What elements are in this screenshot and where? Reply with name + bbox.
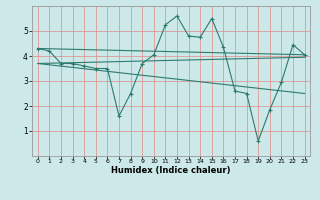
X-axis label: Humidex (Indice chaleur): Humidex (Indice chaleur) <box>111 166 231 175</box>
